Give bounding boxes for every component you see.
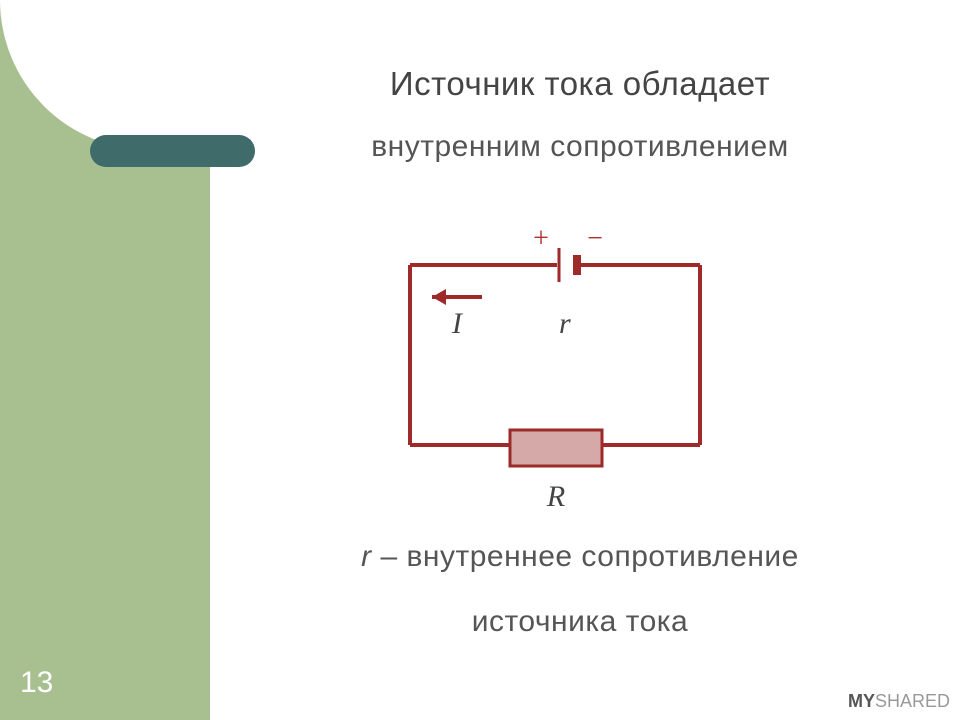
watermark-light: SHARED (875, 691, 950, 711)
title-line-1: Источник тока обладает (220, 65, 940, 103)
legend-line-2: источника тока (220, 605, 940, 639)
title-line-2: внутренним сопротивлением (220, 130, 940, 164)
legend-line-1-rest: – внутреннее сопротивление (372, 540, 799, 573)
watermark: MYSHARED (848, 691, 950, 712)
watermark-bold: MY (848, 691, 875, 711)
svg-text:I: I (451, 307, 464, 340)
svg-text:−: − (587, 225, 603, 254)
circuit-diagram: + − Ir R (370, 225, 730, 515)
slide-number: 13 (20, 666, 53, 700)
legend-line-1: r – внутреннее сопротивление (220, 540, 940, 574)
svg-text:r: r (559, 307, 571, 340)
svg-text:+: + (533, 225, 549, 254)
svg-text:R: R (546, 480, 565, 513)
legend-r-symbol: r (361, 540, 372, 573)
